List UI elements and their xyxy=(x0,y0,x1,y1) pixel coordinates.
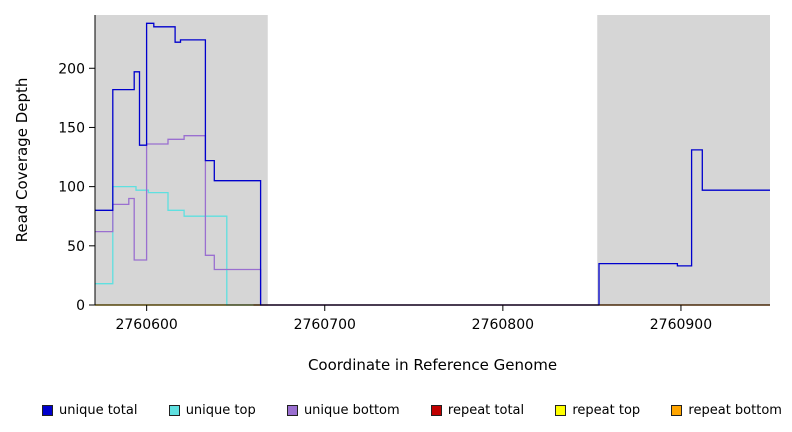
series-unique-total xyxy=(95,22,770,306)
legend-label: repeat top xyxy=(572,402,641,418)
series-unique-bottom xyxy=(95,135,599,306)
y-tick-label: 200 xyxy=(58,61,85,77)
legend-swatch-icon xyxy=(555,404,567,416)
shaded-region xyxy=(95,15,268,305)
legend-label: unique top xyxy=(185,402,256,418)
x-axis-label: Coordinate in Reference Genome xyxy=(307,356,558,374)
legend-swatch-icon xyxy=(430,404,442,416)
y-tick-label: 100 xyxy=(58,180,85,196)
legend-label: unique bottom xyxy=(303,402,400,418)
y-tick-label: 50 xyxy=(67,239,85,255)
y-axis-label: Read Coverage Depth xyxy=(13,77,31,243)
legend-label: repeat total xyxy=(447,402,525,418)
x-tick-label: 2760900 xyxy=(650,317,712,333)
legend-item-repeat-total: repeat total xyxy=(430,402,525,418)
legend-swatch-icon xyxy=(42,404,53,416)
legend-swatch-icon xyxy=(168,404,180,416)
plot-svg: 2760600 2760700 2760800 2760900 0 50 100 150 200 xyxy=(58,15,770,333)
x-tick-label: 2760800 xyxy=(472,317,534,333)
shaded-region xyxy=(597,15,770,305)
legend-item-repeat-top: repeat top xyxy=(555,403,640,418)
x-tick-label: 2760600 xyxy=(115,317,177,333)
legend: unique total unique top unique bottom repea… xyxy=(42,398,782,422)
y-tick-label: 150 xyxy=(58,120,85,136)
y-tick-label: 0 xyxy=(76,298,85,314)
legend-swatch-icon xyxy=(671,404,683,416)
legend-swatch-icon xyxy=(286,404,298,416)
series-unique-top xyxy=(95,185,599,306)
x-tick-label: 2760700 xyxy=(294,317,356,333)
legend-label: unique total xyxy=(59,402,138,418)
legend-item-unique-top: unique top xyxy=(168,402,256,418)
legend-item-unique-bottom: unique bottom xyxy=(286,402,400,418)
legend-item-repeat-bottom: repeat bottom xyxy=(671,403,782,418)
legend-item-unique-total: unique total xyxy=(42,403,137,418)
legend-label: repeat bottom xyxy=(688,402,782,418)
